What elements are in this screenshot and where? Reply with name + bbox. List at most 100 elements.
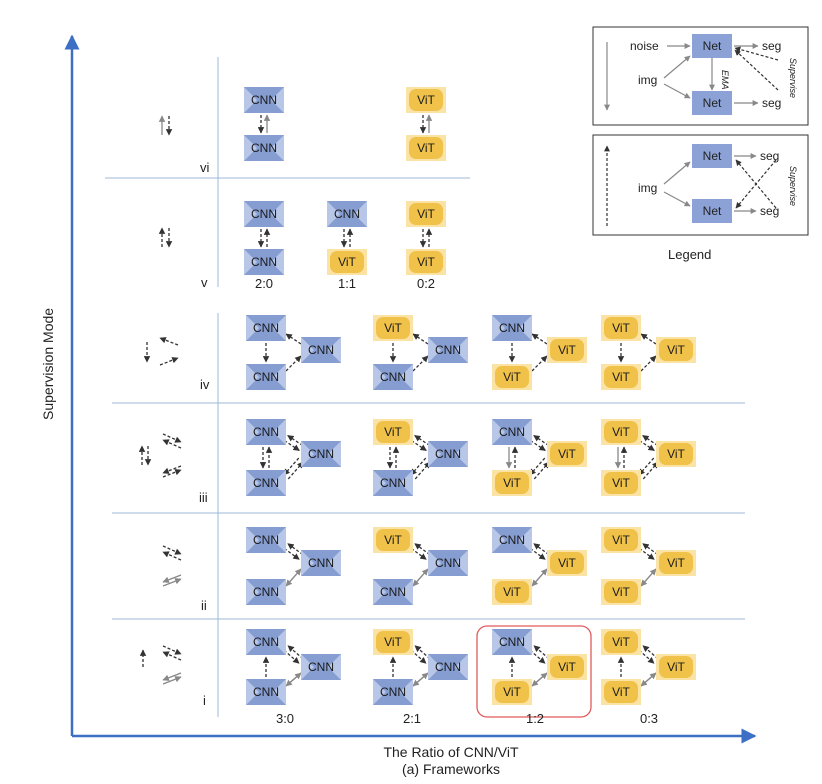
cnn-hourglass-shape <box>492 527 532 553</box>
net-vit-i-top: ViT <box>601 629 641 655</box>
net-cnn-ii-right: CNN <box>301 550 341 576</box>
legend-ema: EMA <box>720 70 730 90</box>
vit-block-shape <box>409 251 443 273</box>
net-cnn-ii-top: CNN <box>492 527 532 553</box>
ratio-label-3-0: 3:0 <box>275 711 295 726</box>
vit-label: ViT <box>558 343 576 357</box>
vit-block-shape <box>604 529 638 551</box>
legend-net-top-2 <box>692 144 732 168</box>
net-vit-iii-right: ViT <box>547 441 587 467</box>
net-vit-iv-top: ViT <box>373 315 413 341</box>
mode-symbol-ii <box>162 551 182 561</box>
net-cnn-i-right: CNN <box>301 654 341 680</box>
net-vit-iv-right: ViT <box>656 337 696 363</box>
cnn-hourglass-shape <box>246 364 286 390</box>
mode-symbol-i <box>162 645 182 655</box>
cnn-hourglass-shape <box>373 579 413 605</box>
arrow-i <box>642 645 659 660</box>
arrow-iv <box>531 355 548 372</box>
x-axis-label: The Ratio of CNN/ViT <box>383 744 519 760</box>
cnn-hourglass-shape <box>373 364 413 390</box>
arrow-ii <box>638 547 655 560</box>
vit-block-shape <box>659 552 693 574</box>
mode-symbol-i <box>162 672 182 681</box>
net-vit-vi: ViT <box>406 87 446 113</box>
legend: noise img Net Net EMA seg seg Supervise img Net Ne… <box>592 26 809 236</box>
net-cnn-vi: CNN <box>244 87 284 113</box>
cnn-label: CNN <box>435 660 461 674</box>
cnn-hourglass-shape <box>327 201 367 227</box>
net-vit-iii-right: ViT <box>656 441 696 467</box>
vit-block-shape <box>409 203 443 225</box>
vit-block-shape <box>604 472 638 494</box>
arrow-iii <box>414 461 431 480</box>
vit-block-shape <box>604 366 638 388</box>
arrow-ii <box>531 568 548 587</box>
net-vit-i-top: ViT <box>373 629 413 655</box>
cnn-label: CNN <box>308 447 334 461</box>
arrow-ii <box>642 543 659 556</box>
arrow-iii <box>283 457 300 476</box>
mode-label-v: v <box>201 275 208 290</box>
mode-symbol-iii <box>162 439 182 449</box>
arrow-iii <box>533 461 550 480</box>
cnn-label: CNN <box>251 255 277 269</box>
net-vit-ii-top: ViT <box>373 527 413 553</box>
vit-block-shape <box>495 472 529 494</box>
cnn-label: CNN <box>380 476 406 490</box>
vit-block-shape <box>604 421 638 443</box>
net-vit-vi: ViT <box>406 135 446 161</box>
cnn-label: CNN <box>308 343 334 357</box>
cnn-hourglass-shape <box>492 419 532 445</box>
arrow-iii <box>287 461 304 480</box>
cnn-hourglass-shape <box>428 654 468 680</box>
caption: (a) Frameworks <box>401 761 500 777</box>
vit-label: ViT <box>612 370 630 384</box>
arrow-ii <box>533 543 550 556</box>
vit-label: ViT <box>612 685 630 699</box>
ratio-label-0-3: 0:3 <box>639 711 659 726</box>
legend-caption: Legend <box>668 247 712 262</box>
arrow-iv <box>412 333 429 345</box>
legend-img-2: img <box>638 181 657 195</box>
net-cnn-i-right: CNN <box>428 654 468 680</box>
net-vit-iii-bottom: ViT <box>492 470 532 496</box>
legend-net-top <box>692 34 732 58</box>
mode-label-vi: vi <box>200 160 210 175</box>
net-cnn-v: CNN <box>244 201 284 227</box>
mode-symbol-iii <box>162 433 182 443</box>
net-vit-iii-top: ViT <box>601 419 641 445</box>
arrow-ii <box>412 568 429 587</box>
cnn-label: CNN <box>380 370 406 384</box>
cnn-hourglass-shape <box>301 550 341 576</box>
cnn-label: CNN <box>253 476 279 490</box>
legend-arrow <box>663 55 691 79</box>
legend-seg-top: seg <box>762 39 781 53</box>
cnn-hourglass-shape <box>246 679 286 705</box>
vit-block-shape <box>550 339 584 361</box>
vit-label: ViT <box>417 207 435 221</box>
ratio-label-2-1: 2:1 <box>402 711 422 726</box>
cnn-label: CNN <box>435 556 461 570</box>
cnn-hourglass-shape <box>246 579 286 605</box>
net-vit-i-bottom: ViT <box>492 679 532 705</box>
net-vit-v: ViT <box>406 249 446 275</box>
mode-label-i: i <box>203 693 206 708</box>
net-cnn-iv-top: CNN <box>492 315 532 341</box>
net-cnn-iii-bottom: CNN <box>373 470 413 496</box>
vit-label: ViT <box>612 533 630 547</box>
vit-block-shape <box>550 552 584 574</box>
net-cnn-iii-bottom: CNN <box>246 470 286 496</box>
arrow-i <box>283 649 300 664</box>
vit-label: ViT <box>667 447 685 461</box>
net-cnn-iv-right: CNN <box>428 337 468 363</box>
vit-block-shape <box>495 681 529 703</box>
vit-label: ViT <box>667 343 685 357</box>
net-cnn-iv-bottom: CNN <box>373 364 413 390</box>
mode-symbol-iii <box>162 469 182 478</box>
arrow-iii <box>410 439 427 452</box>
net-vit-i-bottom: ViT <box>601 679 641 705</box>
arrow-i <box>285 672 302 687</box>
arrow-ii <box>287 543 304 556</box>
